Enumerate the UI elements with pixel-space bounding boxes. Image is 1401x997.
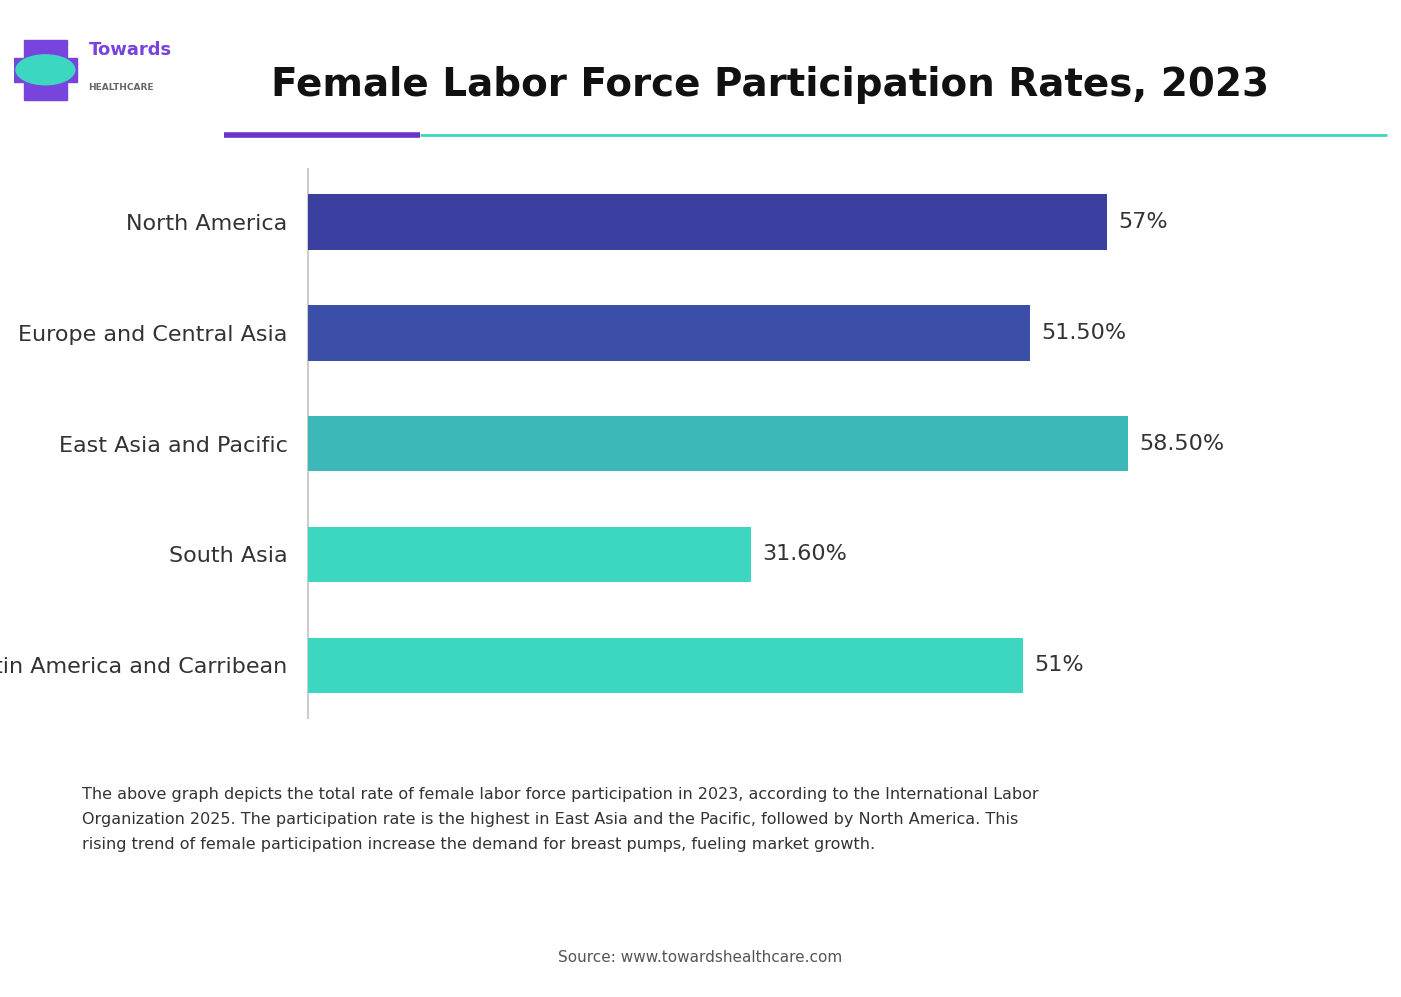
Text: 57%: 57% — [1118, 212, 1167, 232]
Text: HEALTHCARE: HEALTHCARE — [88, 83, 154, 93]
Circle shape — [15, 55, 74, 85]
Text: Female Labor Force Participation Rates, 2023: Female Labor Force Participation Rates, … — [272, 66, 1269, 104]
Bar — [308, 416, 1128, 472]
Text: 51%: 51% — [1034, 655, 1083, 675]
Bar — [308, 526, 751, 582]
Bar — [24, 40, 67, 100]
Text: The above graph depicts the total rate of female labor force participation in 20: The above graph depicts the total rate o… — [81, 788, 1038, 851]
Bar — [308, 637, 1023, 693]
Text: Source: www.towardshealthcare.com: Source: www.towardshealthcare.com — [559, 949, 842, 965]
Text: 51.50%: 51.50% — [1041, 323, 1126, 343]
Bar — [308, 194, 1107, 250]
Bar — [14, 58, 77, 82]
Bar — [308, 305, 1030, 361]
Text: 58.50%: 58.50% — [1139, 434, 1224, 454]
Text: 31.60%: 31.60% — [762, 544, 848, 564]
Text: Towards: Towards — [88, 41, 172, 59]
